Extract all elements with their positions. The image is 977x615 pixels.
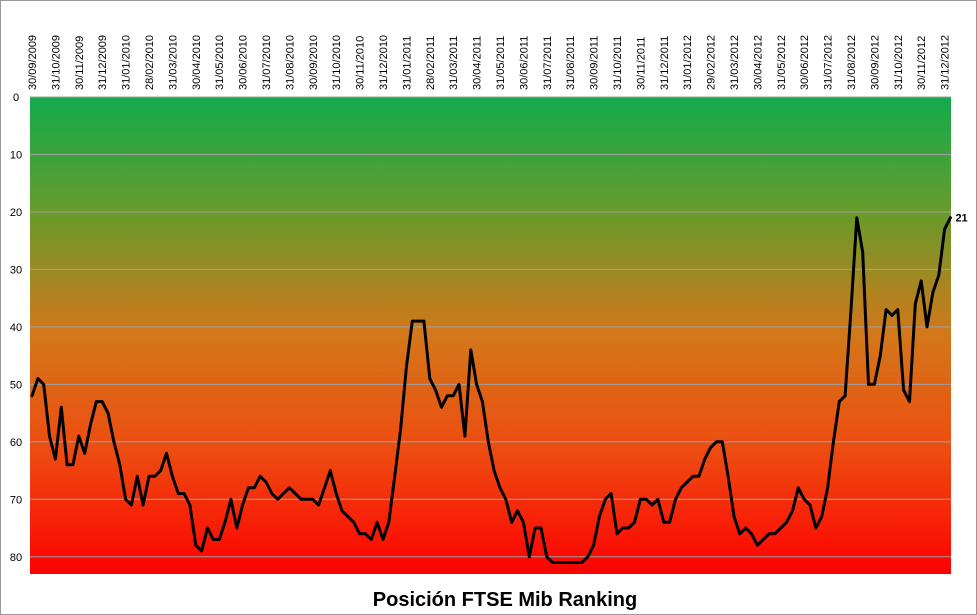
data-label: 21 xyxy=(955,213,967,225)
plot-area xyxy=(30,97,951,574)
x-tick-label: 31/05/2010 xyxy=(214,35,226,90)
x-tick-label: 31/12/2010 xyxy=(378,35,390,90)
y-tick-label: 20 xyxy=(10,207,22,219)
line-series xyxy=(30,216,952,564)
x-tick-label: 30/09/2009 xyxy=(27,35,39,90)
x-tick-label: 31/12/2012 xyxy=(940,35,952,90)
x-tick-label: 30/09/2011 xyxy=(589,36,601,90)
x-tick-label: 30/11/2010 xyxy=(355,36,367,90)
y-tick-label: 40 xyxy=(10,322,22,334)
x-tick-label: 30/04/2012 xyxy=(752,35,764,90)
x-tick-label: 30/04/2010 xyxy=(191,35,203,90)
x-tick-label: 31/12/2011 xyxy=(659,36,671,90)
y-tick-label: 30 xyxy=(10,264,22,276)
x-tick-label: 31/07/2010 xyxy=(261,35,273,90)
x-tick-label: 30/06/2011 xyxy=(518,36,530,90)
x-tick-label: 30/04/2011 xyxy=(472,36,484,90)
x-tick-label: 28/02/2011 xyxy=(425,36,437,90)
x-tick-label: 31/12/2009 xyxy=(97,35,109,90)
y-tick-label: 0 xyxy=(13,92,19,104)
x-tick-label: 31/10/2009 xyxy=(50,35,62,90)
x-tick-label: 30/06/2010 xyxy=(238,35,250,90)
x-tick-label: 31/10/2010 xyxy=(331,35,343,90)
x-tick-label: 30/11/2012 xyxy=(916,36,928,90)
x-tick-label: 31/10/2011 xyxy=(612,36,624,90)
x-tick-label: 31/07/2011 xyxy=(542,36,554,90)
y-tick-label: 50 xyxy=(10,379,22,391)
x-tick-label: 31/01/2010 xyxy=(121,35,133,90)
x-tick-label: 30/11/2009 xyxy=(74,36,86,90)
x-tick-label: 31/05/2011 xyxy=(495,36,507,90)
x-tick-label: 31/03/2011 xyxy=(448,36,460,90)
x-tick-label: 31/03/2010 xyxy=(167,35,179,90)
x-tick-label: 31/07/2012 xyxy=(823,35,835,90)
x-tick-label: 31/10/2012 xyxy=(893,35,905,90)
y-tick-label: 60 xyxy=(10,437,22,449)
x-tick-label: 30/09/2012 xyxy=(869,35,881,90)
x-tick-label: 31/08/2010 xyxy=(284,35,296,90)
chart-title: Posición FTSE Mib Ranking xyxy=(373,589,637,611)
x-tick-label: 31/01/2012 xyxy=(682,35,694,90)
x-tick-label: 30/11/2011 xyxy=(635,37,647,90)
y-tick-label: 80 xyxy=(10,552,22,564)
x-tick-label: 29/02/2012 xyxy=(706,35,718,90)
x-tick-label: 31/01/2011 xyxy=(401,36,413,90)
y-tick-label: 10 xyxy=(10,149,22,161)
x-tick-label: 31/05/2012 xyxy=(776,35,788,90)
y-tick-label: 70 xyxy=(10,494,22,506)
x-tick-label: 28/02/2010 xyxy=(144,35,156,90)
x-tick-label: 31/08/2011 xyxy=(565,36,577,90)
x-tick-label: 30/06/2012 xyxy=(799,35,811,90)
x-tick-label: 31/03/2012 xyxy=(729,35,741,90)
x-tick-label: 30/09/2010 xyxy=(308,35,320,90)
x-tick-label: 31/08/2012 xyxy=(846,35,858,90)
